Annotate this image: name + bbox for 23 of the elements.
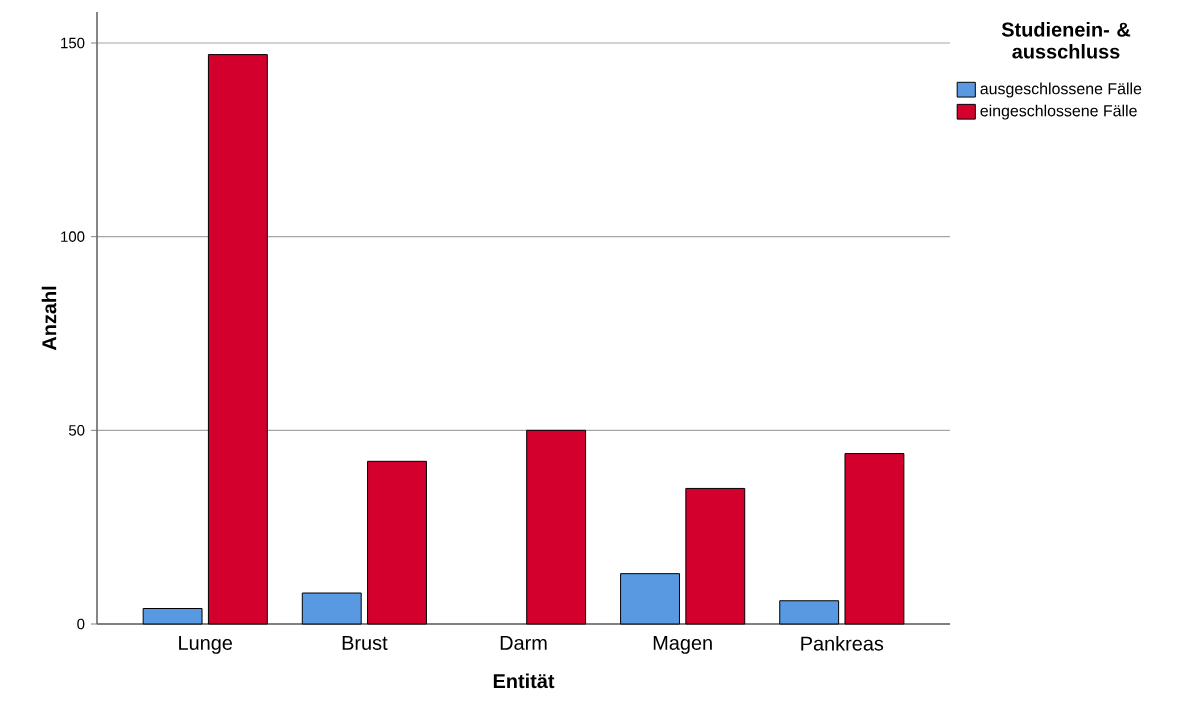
x-tick-label: Brust [342,636,388,650]
y-tick-label: 100 [61,231,85,242]
x-tick-label: Magen [653,636,712,654]
bar [526,429,587,625]
legend-label: ausgeschlossene Fälle [980,82,1142,98]
x-tick-label: Pankreas [801,636,884,651]
y-tick-label: 0 [77,618,85,630]
legend-label: eingeschlossene Fälle [980,104,1137,120]
bar [142,608,203,625]
y-tick-label: 50 [68,425,85,436]
bar [207,54,268,625]
y-axis-title: Anzahl [41,286,57,351]
bar [367,460,427,625]
x-tick-label: Darm [500,636,547,650]
legend-title: Studienein- & ausschluss [1001,22,1131,59]
bar [620,573,680,625]
bar [685,487,746,625]
x-tick-label: Lunge [179,636,233,654]
bar [779,600,840,625]
bar [844,453,905,625]
y-tick-label: 150 [61,37,85,49]
bar [301,592,362,625]
x-axis-title: Entität [493,673,555,689]
